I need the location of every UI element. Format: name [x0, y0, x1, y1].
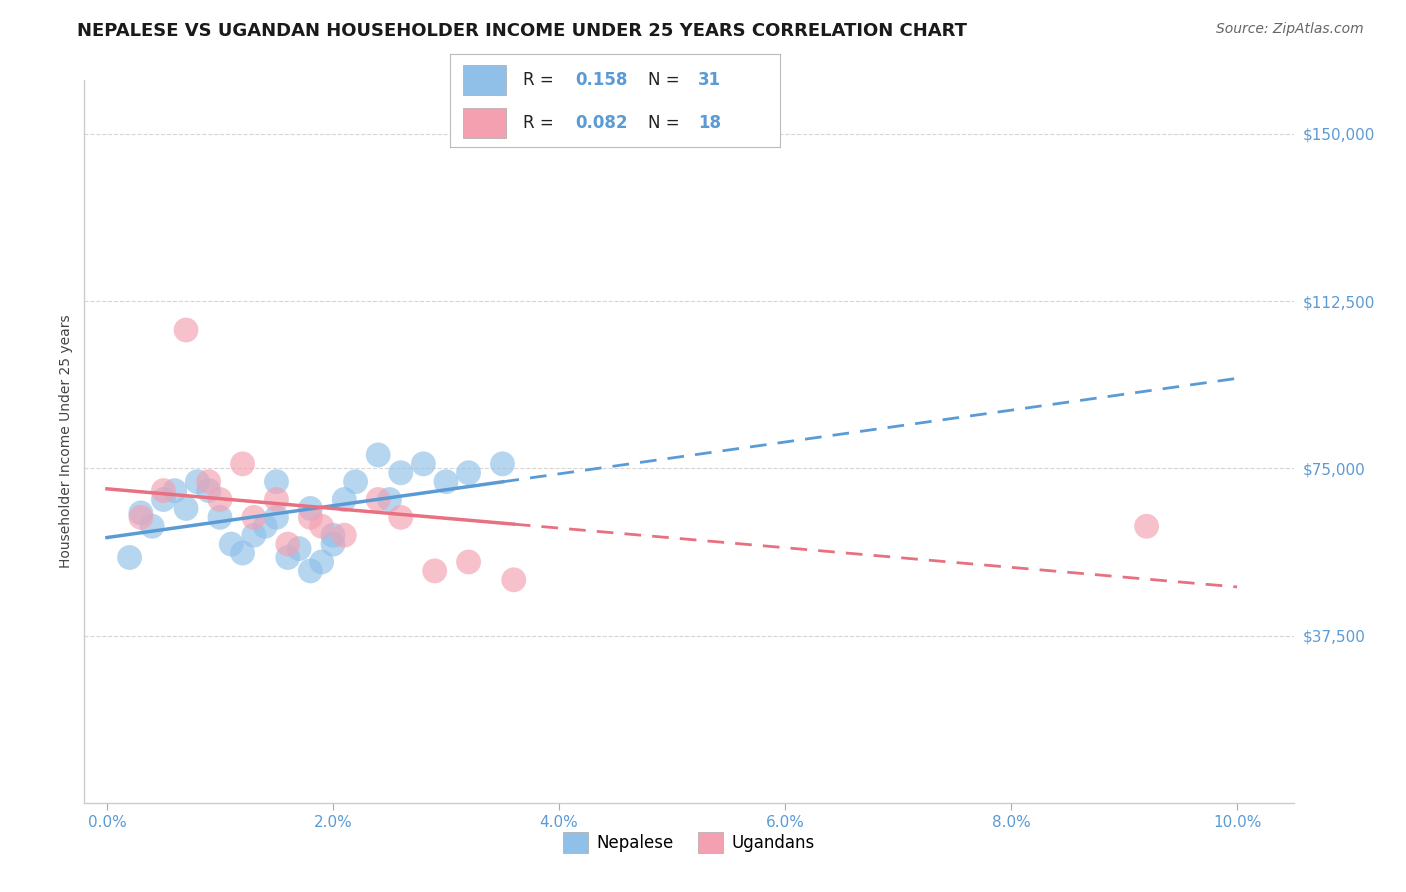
Point: [389, 510, 412, 524]
Legend: Nepalese, Ugandans: Nepalese, Ugandans: [557, 826, 821, 860]
Point: [152, 492, 174, 507]
Point: [434, 475, 457, 489]
Point: [344, 475, 367, 489]
Point: [288, 541, 311, 556]
Text: N =: N =: [648, 70, 685, 88]
Text: N =: N =: [648, 114, 685, 132]
Point: [457, 466, 479, 480]
Point: [232, 546, 254, 560]
Point: [378, 492, 401, 507]
Point: [163, 483, 186, 498]
Point: [423, 564, 446, 578]
Point: [129, 506, 152, 520]
Point: [254, 519, 277, 533]
Point: [141, 519, 163, 533]
Text: 31: 31: [697, 70, 721, 88]
Point: [266, 475, 288, 489]
Point: [174, 501, 197, 516]
Point: [243, 510, 266, 524]
Point: [322, 528, 344, 542]
Point: [367, 448, 389, 462]
Text: 0.158: 0.158: [575, 70, 628, 88]
Point: [491, 457, 513, 471]
Text: 0.082: 0.082: [575, 114, 628, 132]
Point: [333, 528, 356, 542]
FancyBboxPatch shape: [463, 65, 506, 95]
Point: [299, 564, 322, 578]
FancyBboxPatch shape: [463, 108, 506, 138]
Text: R =: R =: [523, 114, 558, 132]
Point: [186, 475, 208, 489]
Point: [266, 510, 288, 524]
Point: [299, 501, 322, 516]
Point: [277, 550, 299, 565]
Point: [322, 537, 344, 551]
Point: [208, 492, 231, 507]
Text: NEPALESE VS UGANDAN HOUSEHOLDER INCOME UNDER 25 YEARS CORRELATION CHART: NEPALESE VS UGANDAN HOUSEHOLDER INCOME U…: [77, 22, 967, 40]
Text: Source: ZipAtlas.com: Source: ZipAtlas.com: [1216, 22, 1364, 37]
Point: [299, 510, 322, 524]
Point: [174, 323, 197, 337]
Point: [197, 475, 219, 489]
Point: [311, 519, 333, 533]
Point: [1136, 519, 1159, 533]
Point: [502, 573, 524, 587]
Point: [243, 528, 266, 542]
Point: [232, 457, 254, 471]
Point: [367, 492, 389, 507]
Text: 18: 18: [697, 114, 721, 132]
Point: [266, 492, 288, 507]
Point: [208, 510, 231, 524]
Point: [152, 483, 174, 498]
Text: R =: R =: [523, 70, 558, 88]
Point: [197, 483, 219, 498]
Point: [129, 510, 152, 524]
Point: [412, 457, 434, 471]
Point: [389, 466, 412, 480]
Y-axis label: Householder Income Under 25 years: Householder Income Under 25 years: [59, 315, 73, 568]
Point: [219, 537, 242, 551]
Point: [118, 550, 141, 565]
Point: [333, 492, 356, 507]
Point: [311, 555, 333, 569]
Point: [457, 555, 479, 569]
Point: [277, 537, 299, 551]
